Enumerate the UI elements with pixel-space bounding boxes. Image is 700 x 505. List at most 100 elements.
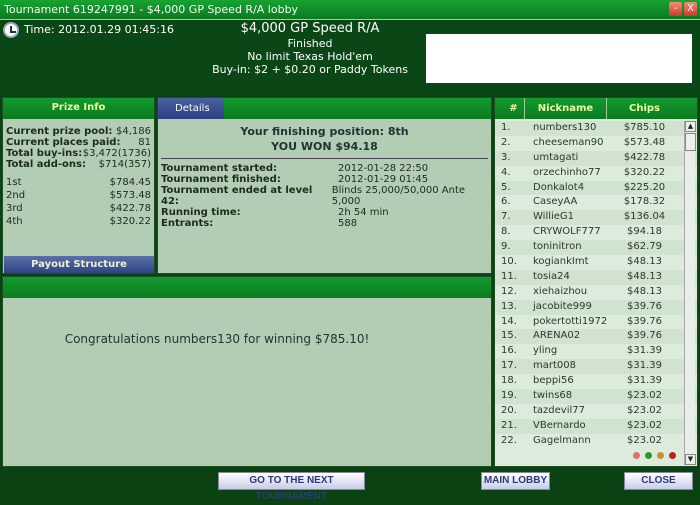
rank-cell: 22. bbox=[501, 434, 517, 446]
table-row[interactable]: 22. Gagelmann $23.02 bbox=[495, 434, 697, 449]
header-chips[interactable]: Chips bbox=[629, 103, 660, 114]
place-value: $573.48 bbox=[109, 190, 151, 201]
rank-cell: 1. bbox=[501, 122, 511, 133]
payout-structure-button[interactable]: Payout Structure bbox=[4, 256, 154, 273]
rank-cell: 9. bbox=[501, 241, 511, 253]
congratulations-message: Congratulations numbers130 for winning $… bbox=[64, 332, 370, 346]
table-row[interactable]: 7. WillieG1 $136.04 bbox=[495, 210, 697, 226]
buy-in: Buy-in: $2 + $0.20 or Paddy Tokens bbox=[212, 63, 408, 76]
detail-row: Running time: 2h 54 min bbox=[158, 207, 491, 218]
standings-table: # Nickname Chips 1. numbers130 $785.10 2. ch… bbox=[494, 97, 698, 467]
table-row[interactable]: 14. pokertotti1972 $39.76 bbox=[495, 315, 697, 330]
place-label: 4th bbox=[6, 216, 23, 227]
rank-cell: 21. bbox=[501, 419, 517, 431]
minimize-button[interactable]: - bbox=[669, 2, 682, 16]
place-value: $320.22 bbox=[109, 216, 151, 227]
table-row[interactable]: 3. umtagati $422.78 bbox=[495, 150, 697, 166]
tab-details[interactable]: Details bbox=[158, 98, 224, 119]
table-row[interactable]: 6. CaseyAA $178.32 bbox=[495, 195, 697, 210]
chips-cell: $136.04 bbox=[623, 211, 666, 223]
scroll-thumb[interactable] bbox=[685, 133, 696, 151]
rank-cell: 4. bbox=[501, 166, 511, 178]
header-rank[interactable]: # bbox=[509, 103, 518, 114]
nickname-cell: toninitron bbox=[533, 241, 582, 253]
chips-cell: $23.02 bbox=[627, 419, 662, 431]
table-row[interactable]: 4. orzechinho77 $320.22 bbox=[495, 166, 697, 181]
header-nickname[interactable]: Nickname bbox=[524, 98, 607, 119]
close-window-button[interactable]: X bbox=[684, 2, 697, 16]
chips-cell: $422.78 bbox=[623, 151, 666, 163]
table-row[interactable]: 2. cheeseman90 $573.48 bbox=[495, 136, 697, 151]
table-row[interactable]: 16. yling $31.39 bbox=[495, 344, 697, 359]
main-lobby-button[interactable]: MAIN LOBBY bbox=[481, 472, 550, 490]
detail-value: 2012-01-29 01:45 bbox=[338, 174, 429, 185]
nickname-cell: jacobite999 bbox=[533, 300, 592, 312]
status-dot-icon bbox=[645, 452, 652, 459]
status-dot-icon bbox=[669, 452, 676, 459]
rank-cell: 14. bbox=[501, 315, 517, 327]
scrollbar[interactable]: ▲ ▼ bbox=[684, 121, 696, 465]
tournament-status: Finished bbox=[287, 37, 333, 50]
scroll-up-icon[interactable]: ▲ bbox=[685, 121, 696, 132]
table-row[interactable]: 13. jacobite999 $39.76 bbox=[495, 299, 697, 315]
prize-place-row: 4th $320.22 bbox=[3, 215, 154, 228]
close-button[interactable]: CLOSE bbox=[624, 472, 693, 490]
prize-info-title: Prize Info bbox=[3, 98, 154, 119]
table-row[interactable]: 19. twins68 $23.02 bbox=[495, 389, 697, 404]
stat-label: Total add-ons: bbox=[6, 159, 86, 170]
prize-stats: Current prize pool: $4,186 Current places … bbox=[3, 126, 154, 170]
table-row[interactable]: 10. kogiankImt $48.13 bbox=[495, 255, 697, 270]
scroll-down-icon[interactable]: ▼ bbox=[685, 454, 696, 465]
divider bbox=[161, 158, 488, 159]
place-label: 2nd bbox=[6, 190, 26, 201]
stat-value: 81 bbox=[138, 137, 151, 148]
prize-stat-row: Current prize pool: $4,186 bbox=[3, 126, 154, 137]
table-row[interactable]: 17. mart008 $31.39 bbox=[495, 359, 697, 375]
stat-value: $714(357) bbox=[98, 159, 151, 170]
rank-cell: 18. bbox=[501, 375, 517, 387]
place-value: $422.78 bbox=[109, 203, 151, 214]
window-title: Tournament 619247991 - $4,000 GP Speed R… bbox=[4, 3, 299, 16]
prize-stat-row: Total add-ons: $714(357) bbox=[3, 159, 154, 170]
nickname-cell: pokertotti1972 bbox=[533, 315, 608, 327]
chips-cell: $48.13 bbox=[627, 270, 662, 282]
rank-cell: 8. bbox=[501, 226, 511, 238]
table-row[interactable]: 15. ARENA02 $39.76 bbox=[495, 329, 697, 345]
table-row[interactable]: 5. Donkalot4 $225.20 bbox=[495, 180, 697, 196]
nickname-cell: CRYWOLF777 bbox=[533, 226, 601, 238]
detail-label: Tournament started: bbox=[161, 163, 277, 174]
table-row[interactable]: 18. beppi56 $31.39 bbox=[495, 374, 697, 389]
table-row[interactable]: 1. numbers130 $785.10 bbox=[495, 121, 697, 136]
chips-cell: $178.32 bbox=[623, 196, 666, 208]
prize-stat-row: Total buy-ins: $3,472(1736) bbox=[3, 148, 154, 159]
clock-icon bbox=[3, 22, 19, 38]
rank-cell: 5. bbox=[501, 181, 511, 193]
nickname-cell: ARENA02 bbox=[533, 330, 581, 342]
rank-cell: 7. bbox=[501, 211, 511, 223]
details-rows: Tournament started: 2012-01-28 22:50 Tourn… bbox=[158, 163, 491, 229]
chips-cell: $39.76 bbox=[627, 330, 662, 342]
nickname-cell: umtagati bbox=[533, 151, 579, 163]
prize-info-panel: Prize Info Current prize pool: $4,186 Curr… bbox=[2, 97, 155, 274]
detail-row: Entrants: 588 bbox=[158, 218, 491, 229]
chips-cell: $573.48 bbox=[623, 136, 666, 148]
table-row[interactable]: 8. CRYWOLF777 $94.18 bbox=[495, 225, 697, 240]
table-row[interactable]: 20. tazdevil77 $23.02 bbox=[495, 404, 697, 419]
detail-row: Tournament started: 2012-01-28 22:50 bbox=[158, 163, 491, 174]
details-panel: Details Your finishing position: 8th YOU… bbox=[157, 97, 492, 274]
detail-label: Entrants: bbox=[161, 218, 214, 229]
table-row[interactable]: 12. xiehaizhou $48.13 bbox=[495, 285, 697, 300]
next-tournament-button[interactable]: GO TO THE NEXT TOURNAMENT bbox=[218, 472, 365, 502]
prize-place-row: 2nd $573.48 bbox=[3, 189, 154, 202]
nickname-cell: mart008 bbox=[533, 360, 576, 372]
chips-cell: $31.39 bbox=[627, 375, 662, 387]
rank-cell: 15. bbox=[501, 330, 517, 342]
table-row[interactable]: 9. toninitron $62.79 bbox=[495, 240, 697, 256]
rank-cell: 3. bbox=[501, 151, 511, 163]
nickname-cell: beppi56 bbox=[533, 375, 574, 387]
tournament-info: $4,000 GP Speed R/A Finished No limit Te… bbox=[210, 21, 410, 76]
table-row[interactable]: 21. VBernardo $23.02 bbox=[495, 418, 697, 434]
rank-cell: 20. bbox=[501, 404, 517, 416]
nickname-cell: tosia24 bbox=[533, 270, 570, 282]
table-row[interactable]: 11. tosia24 $48.13 bbox=[495, 269, 697, 285]
